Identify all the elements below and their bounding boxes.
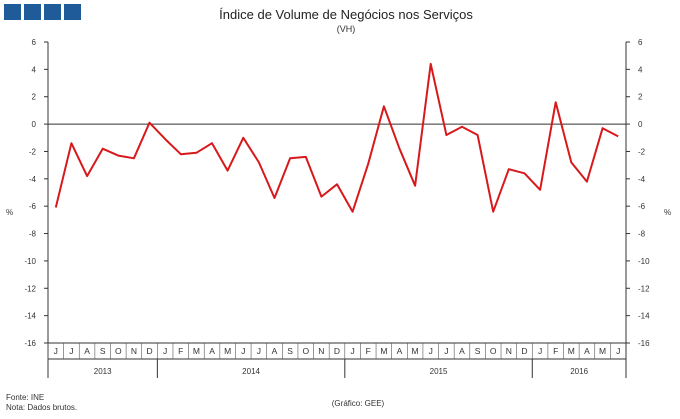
y-tick-label-right: -10 <box>638 257 650 266</box>
month-label: S <box>100 346 106 356</box>
y-tick-label-right: -14 <box>638 312 650 321</box>
y-tick-label-left: -4 <box>29 175 37 184</box>
month-label: J <box>350 346 354 356</box>
month-label: S <box>287 346 293 356</box>
month-label: J <box>538 346 542 356</box>
y-tick-label-right: 4 <box>638 65 643 74</box>
month-label: O <box>302 346 309 356</box>
y-tick-label-right: -12 <box>638 284 650 293</box>
month-label: D <box>334 346 340 356</box>
year-label: 2015 <box>430 367 448 376</box>
year-label: 2013 <box>94 367 112 376</box>
y-tick-label-left: -14 <box>24 312 36 321</box>
month-label: N <box>506 346 512 356</box>
y-tick-label-right: -6 <box>638 202 646 211</box>
chart-subtitle: (VH) <box>337 24 356 34</box>
y-tick-label-right: 0 <box>638 120 643 129</box>
month-label: M <box>380 346 387 356</box>
logo-square <box>44 4 61 20</box>
month-label: D <box>146 346 152 356</box>
month-label: M <box>193 346 200 356</box>
month-label: J <box>163 346 167 356</box>
y-tick-label-right: 6 <box>638 38 643 47</box>
y-tick-label-right: -8 <box>638 230 646 239</box>
logo-square <box>4 4 21 20</box>
month-label: N <box>318 346 324 356</box>
chart-title: Índice de Volume de Negócios nos Serviço… <box>219 7 473 22</box>
month-label: J <box>429 346 433 356</box>
y-tick-label-left: -10 <box>24 257 36 266</box>
y-tick-label-left: 0 <box>32 120 37 129</box>
month-label: J <box>69 346 73 356</box>
month-label: A <box>397 346 403 356</box>
y-tick-label-left: -16 <box>24 339 36 348</box>
logo-square <box>64 4 81 20</box>
month-label: F <box>178 346 183 356</box>
month-label: N <box>131 346 137 356</box>
month-label: M <box>599 346 606 356</box>
month-label: A <box>584 346 590 356</box>
y-tick-label-right: 2 <box>638 93 643 102</box>
month-label: O <box>490 346 497 356</box>
month-label: A <box>272 346 278 356</box>
y-tick-label-left: -2 <box>29 147 37 156</box>
month-label: J <box>257 346 261 356</box>
month-label: F <box>553 346 558 356</box>
y-tick-label-left: 2 <box>32 93 37 102</box>
y-tick-label-right: -4 <box>638 175 646 184</box>
data-note: Nota: Dados brutos. <box>6 403 77 412</box>
y-axis-label-left: % <box>6 208 13 217</box>
y-tick-label-left: 4 <box>32 65 37 74</box>
y-axis-label-right: % <box>664 208 671 217</box>
month-label: O <box>115 346 122 356</box>
series-line <box>54 62 619 213</box>
y-tick-label-left: -6 <box>29 202 37 211</box>
month-label: J <box>241 346 245 356</box>
y-tick-label-right: -16 <box>638 339 650 348</box>
y-tick-label-left: 6 <box>32 38 37 47</box>
y-tick-label-left: -12 <box>24 284 36 293</box>
year-label: 2016 <box>570 367 588 376</box>
month-label: J <box>616 346 620 356</box>
month-label: A <box>209 346 215 356</box>
y-tick-label-right: -2 <box>638 147 646 156</box>
month-label: M <box>568 346 575 356</box>
tick-labels: 6 6 4 4 2 2 0 0 -2 -2 -4 -4 -6 -6 -8 -8 -10 -10 -12 -12 -14 -… <box>24 38 650 348</box>
credit-note: (Gráfico: GEE) <box>332 399 385 408</box>
month-label: S <box>475 346 481 356</box>
source-note: Fonte: INE <box>6 393 44 402</box>
month-label: A <box>459 346 465 356</box>
year-label: 2014 <box>242 367 260 376</box>
month-label: J <box>54 346 58 356</box>
logo <box>4 4 81 20</box>
month-label: F <box>366 346 371 356</box>
month-label: M <box>412 346 419 356</box>
month-label: J <box>444 346 448 356</box>
year-labels: 2013 2014 2015 2016 <box>94 367 589 376</box>
month-label: D <box>521 346 527 356</box>
month-label: M <box>224 346 231 356</box>
logo-square <box>24 4 41 20</box>
y-tick-label-left: -8 <box>29 230 37 239</box>
axes <box>44 41 630 378</box>
month-label: A <box>84 346 90 356</box>
